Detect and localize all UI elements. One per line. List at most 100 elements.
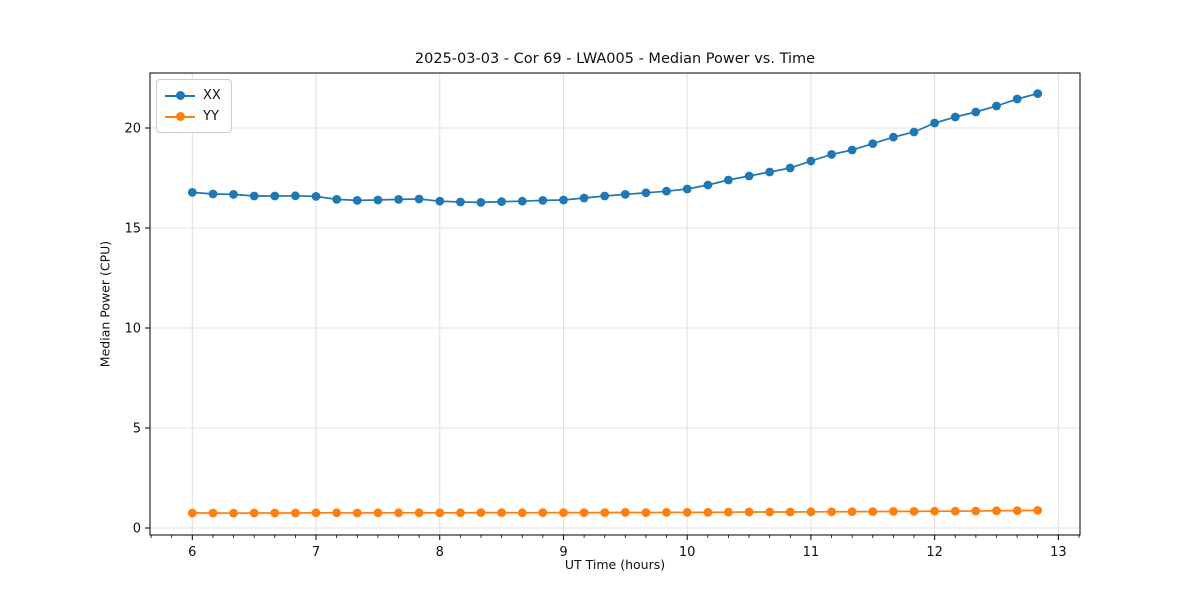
- data-point-yy: [497, 508, 506, 517]
- legend-marker-icon: [175, 112, 185, 121]
- data-point-xx: [827, 150, 836, 159]
- legend-entry-yy: YY: [165, 106, 221, 127]
- data-point-yy: [311, 508, 321, 518]
- data-point-yy: [744, 507, 754, 517]
- data-point-xx: [930, 118, 939, 128]
- data-point-xx: [208, 189, 218, 199]
- data-point-xx: [538, 196, 548, 205]
- data-point-xx: [992, 101, 1001, 111]
- series-line-xx: [192, 92, 1038, 204]
- data-point-yy: [208, 508, 218, 518]
- data-point-xx: [414, 194, 424, 204]
- data-point-xx: [806, 156, 816, 166]
- data-point-xx: [724, 175, 733, 185]
- legend-swatch-yy: [165, 112, 195, 121]
- data-point-xx: [744, 171, 754, 181]
- data-point-yy: [291, 508, 300, 518]
- data-point-yy: [579, 508, 589, 517]
- y-tick-label: 10: [124, 322, 141, 337]
- x-tick-label: 10: [679, 545, 696, 560]
- chart-title: 2025-03-03 - Cor 69 - LWA005 - Median Po…: [414, 51, 816, 67]
- y-tick-label: 20: [124, 122, 141, 137]
- data-point-yy: [352, 508, 362, 518]
- data-point-yy: [620, 508, 630, 517]
- data-point-yy: [1033, 506, 1043, 515]
- data-point-yy: [187, 508, 197, 518]
- data-point-xx: [352, 196, 362, 205]
- y-tick-label: 5: [133, 422, 141, 437]
- x-tick-label: 8: [436, 545, 444, 560]
- data-point-xx: [682, 184, 692, 194]
- data-point-yy: [600, 508, 610, 517]
- legend-label: XX: [203, 88, 221, 103]
- x-tick-label: 13: [1050, 545, 1067, 560]
- data-point-xx: [559, 195, 568, 205]
- data-point-yy: [827, 507, 836, 517]
- data-point-xx: [971, 107, 981, 117]
- legend-swatch-xx: [165, 91, 195, 100]
- x-axis-label: UT Time (hours): [564, 557, 666, 572]
- data-point-xx: [249, 191, 259, 201]
- data-point-xx: [703, 180, 713, 190]
- data-point-xx: [868, 139, 878, 149]
- y-tick-label: 0: [133, 522, 141, 537]
- data-point-yy: [724, 507, 733, 517]
- x-tick-label: 7: [312, 545, 320, 560]
- data-point-xx: [332, 195, 342, 204]
- y-tick-label: 15: [124, 222, 141, 237]
- data-point-xx: [641, 188, 651, 198]
- data-point-xx: [456, 197, 465, 207]
- data-point-xx: [435, 196, 445, 206]
- data-point-yy: [373, 508, 383, 518]
- legend-marker-icon: [175, 91, 185, 100]
- data-point-yy: [559, 508, 568, 517]
- data-point-yy: [703, 508, 713, 517]
- data-point-yy: [662, 508, 671, 517]
- x-tick-label: 12: [926, 545, 943, 560]
- data-point-yy: [992, 506, 1001, 516]
- legend-entry-xx: XX: [165, 85, 221, 106]
- data-point-yy: [950, 506, 960, 516]
- data-point-xx: [1012, 94, 1022, 104]
- data-point-yy: [682, 508, 692, 517]
- legend: XX YY: [156, 79, 232, 133]
- data-point-xx: [394, 195, 403, 204]
- data-point-yy: [332, 508, 342, 518]
- data-point-yy: [889, 507, 898, 516]
- data-point-xx: [600, 191, 610, 201]
- data-point-yy: [847, 507, 857, 516]
- data-point-yy: [785, 507, 795, 517]
- data-point-yy: [394, 508, 403, 518]
- data-point-yy: [456, 508, 465, 518]
- data-point-xx: [1033, 89, 1043, 98]
- x-tick-label: 6: [188, 545, 196, 560]
- data-point-yy: [971, 506, 981, 516]
- data-point-yy: [249, 508, 259, 518]
- data-point-xx: [517, 196, 527, 206]
- data-point-yy: [909, 507, 919, 516]
- data-point-xx: [311, 192, 321, 201]
- data-point-yy: [476, 508, 486, 517]
- data-point-yy: [806, 507, 816, 517]
- data-point-xx: [847, 145, 857, 155]
- data-point-xx: [187, 188, 197, 197]
- data-point-xx: [950, 112, 960, 122]
- data-point-yy: [414, 508, 424, 518]
- data-point-xx: [889, 132, 898, 142]
- data-point-xx: [270, 191, 280, 201]
- data-point-xx: [620, 190, 630, 199]
- data-point-xx: [909, 127, 919, 137]
- data-point-yy: [930, 506, 939, 516]
- data-point-xx: [291, 191, 300, 201]
- data-point-yy: [270, 508, 280, 518]
- data-point-yy: [1012, 506, 1022, 515]
- data-point-xx: [579, 193, 589, 203]
- data-point-xx: [229, 190, 238, 199]
- data-point-yy: [765, 507, 775, 517]
- data-point-yy: [641, 508, 651, 517]
- data-point-xx: [662, 186, 671, 196]
- data-point-yy: [517, 508, 527, 518]
- data-point-xx: [373, 195, 383, 205]
